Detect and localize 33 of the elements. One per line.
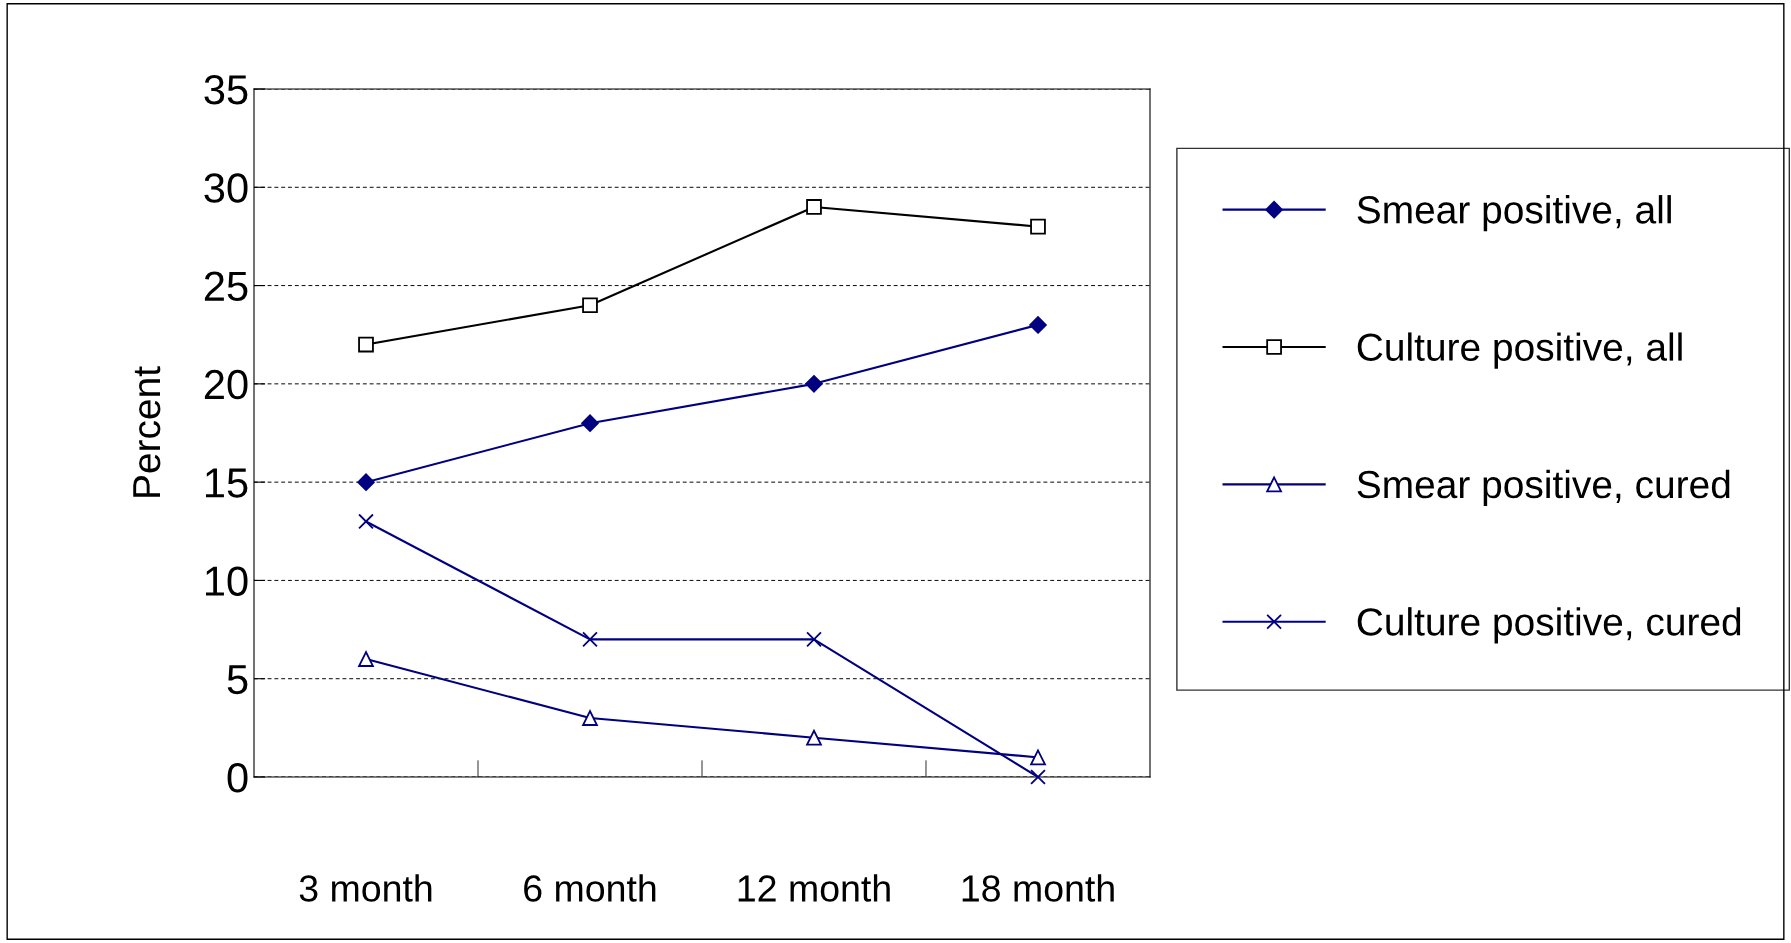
x-tick-label: 18 month — [962, 874, 1114, 902]
point — [1030, 749, 1046, 766]
point — [1029, 316, 1047, 334]
point — [805, 375, 823, 393]
legend-label: Culture positive, all — [1357, 332, 1682, 369]
point — [1030, 218, 1046, 235]
y-tick-label: 5 — [227, 665, 248, 695]
y-tick-label: 10 — [205, 566, 248, 596]
point — [358, 651, 374, 667]
point — [358, 513, 374, 530]
point — [582, 710, 598, 726]
point — [358, 336, 374, 353]
point — [1030, 769, 1046, 785]
x-tick-label: 6 month — [524, 874, 656, 902]
legend-label: Culture positive, cured — [1357, 607, 1741, 644]
point — [357, 473, 375, 491]
point — [582, 297, 598, 314]
y-tick-label: 20 — [204, 369, 248, 400]
point — [582, 631, 598, 648]
point — [806, 729, 822, 746]
y-tick-label: 0 — [227, 763, 248, 793]
point — [581, 414, 599, 432]
y-tick-label: 15 — [205, 468, 248, 498]
point — [806, 199, 822, 215]
legend-label: Smear positive, cured — [1357, 469, 1730, 507]
point — [806, 631, 822, 648]
x-tick-label: 12 month — [738, 874, 890, 902]
x-tick-label: 3 month — [299, 874, 432, 902]
y-tick-label: 30 — [204, 173, 248, 203]
y-axis-title: Percent — [133, 366, 161, 497]
y-tick-label: 25 — [204, 271, 248, 302]
y-tick-label: 35 — [204, 75, 248, 105]
legend-label: Smear positive, all — [1357, 195, 1671, 232]
